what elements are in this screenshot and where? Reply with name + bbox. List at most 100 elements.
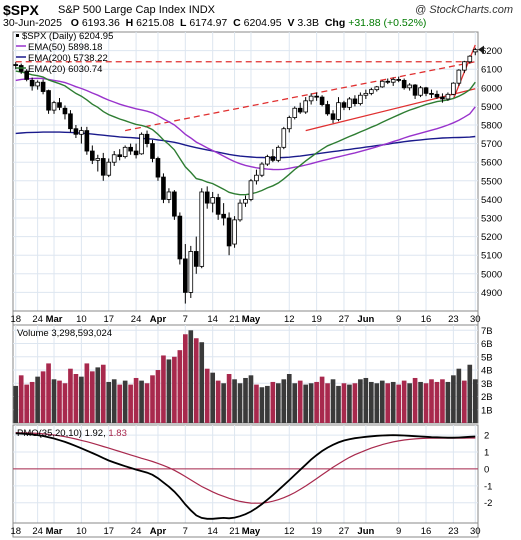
candle-body [259,163,265,176]
candle-body [297,107,303,113]
volume-bar [193,338,199,423]
price-tick-label: 5900 [481,102,502,113]
date-tick-label: Jun [357,314,374,325]
candle-body [237,202,243,221]
date-tick-label: Jun [357,526,374,537]
volume-bar [139,380,144,423]
candle-body [221,213,226,219]
ohlc-summary: 30-Jun-2025 O 6193.36 H 6215.08 L 6174.9… [3,17,426,29]
candle-body [319,96,325,105]
date-tick-label: 24 [32,314,43,325]
volume-bar [423,383,429,423]
volume-bar [215,380,221,423]
brand-logo[interactable]: @ StockCharts.com [415,4,513,16]
candle-body [226,217,232,247]
volume-bar [182,334,188,423]
volume-bar [57,380,62,423]
volume-bar [106,381,112,423]
volume-bar [472,379,478,423]
candle-body [210,197,215,204]
date-tick-label: 16 [421,314,432,325]
candle-body [445,93,451,100]
volume-bar [155,370,161,423]
candle-body [434,93,440,98]
volume-bar [292,383,298,423]
date-tick-label: May [242,526,261,537]
candle-body [292,107,298,118]
volume-bar [18,375,24,423]
candle-body [166,191,172,200]
volume-tick-label: 7B [481,326,493,337]
volume-bar [363,377,369,423]
candle-body [467,55,473,63]
candle-body [243,198,248,204]
open-value: 6193.36 [81,17,120,29]
date-tick-label: Mar [46,314,63,325]
volume-bar [128,384,133,423]
volume-bar [79,376,84,423]
candle-body [51,102,57,111]
volume-bar [401,380,407,423]
date-tick-label: 24 [131,526,142,537]
candle-body [62,107,68,115]
date-tick-label: 14 [207,526,218,537]
candle-body [248,180,254,200]
candle-body [68,113,73,130]
date-tick-label: 10 [76,526,87,537]
ema200-legend-label: EMA(200) 5738.22 [28,53,108,64]
date-tick-label: 24 [131,314,142,325]
volume-label: V [287,17,295,29]
candle-body [390,79,396,83]
volume-bar [352,383,358,423]
volume-panel[interactable]: 1B 2B 3B 4B 5B 6B 7B Volume 3,298,593,024 [12,324,493,424]
volume-bar [133,377,139,423]
date-tick-label: 17 [103,314,114,325]
date-tick-label: 27 [339,526,350,537]
chart-header: $SPX S&P 500 Large Cap Index INDX @ Stoc… [0,0,521,32]
pmo-panel[interactable]: -2 -1 0 1 2 PMO(35,20,10) 1.92, 1.83 [12,424,492,524]
price-tick-label: 6100 [481,65,502,76]
ema200-line [15,131,476,159]
volume-bar [467,364,473,423]
candle-body [472,49,478,53]
candle-body [46,90,51,111]
price-tick-label: 5600 [481,158,502,169]
volume-bar [35,376,40,423]
price-tick-label: 6000 [481,83,502,94]
candle-body [281,128,287,148]
price-panel[interactable]: 4900 5000 5100 5200 5300 5400 5500 5600 5700 5800… [12,31,502,312]
candle-body [84,130,90,152]
date-tick-label: 12 [284,526,295,537]
candle-body [451,82,456,95]
candle-body [352,98,358,105]
pmo-legend-prefix: PMO(35,20,10) 1.92, [17,428,106,439]
volume-bar [199,342,205,423]
date-tick-label: 30 [470,314,481,325]
price-tick-label: 5700 [481,139,502,150]
candle-body [341,102,347,108]
candle-body [440,96,445,100]
ticker-description: S&P 500 Large Cap Index INDX [58,4,215,16]
volume-bar [177,350,183,423]
date-tick-label: 9 [396,526,401,537]
candle-body [429,92,434,95]
volume-bar [84,363,90,423]
candle-body [456,69,462,84]
pmo-tick-label: -1 [484,481,492,492]
candle-body [276,146,281,161]
date-tick-label: 24 [32,526,43,537]
candle-body [188,251,194,293]
date-tick-label: 18 [10,314,21,325]
date-tick-label: 19 [311,314,322,325]
open-label: O [70,17,79,29]
candle-body [144,133,150,145]
candlesticks [13,47,478,304]
candle-body [111,154,117,163]
candle-body [24,70,29,80]
volume-bar [122,380,128,423]
candle-body [401,79,407,89]
candle-body [385,80,391,83]
candle-body [161,176,166,200]
volume-bar [40,371,46,423]
